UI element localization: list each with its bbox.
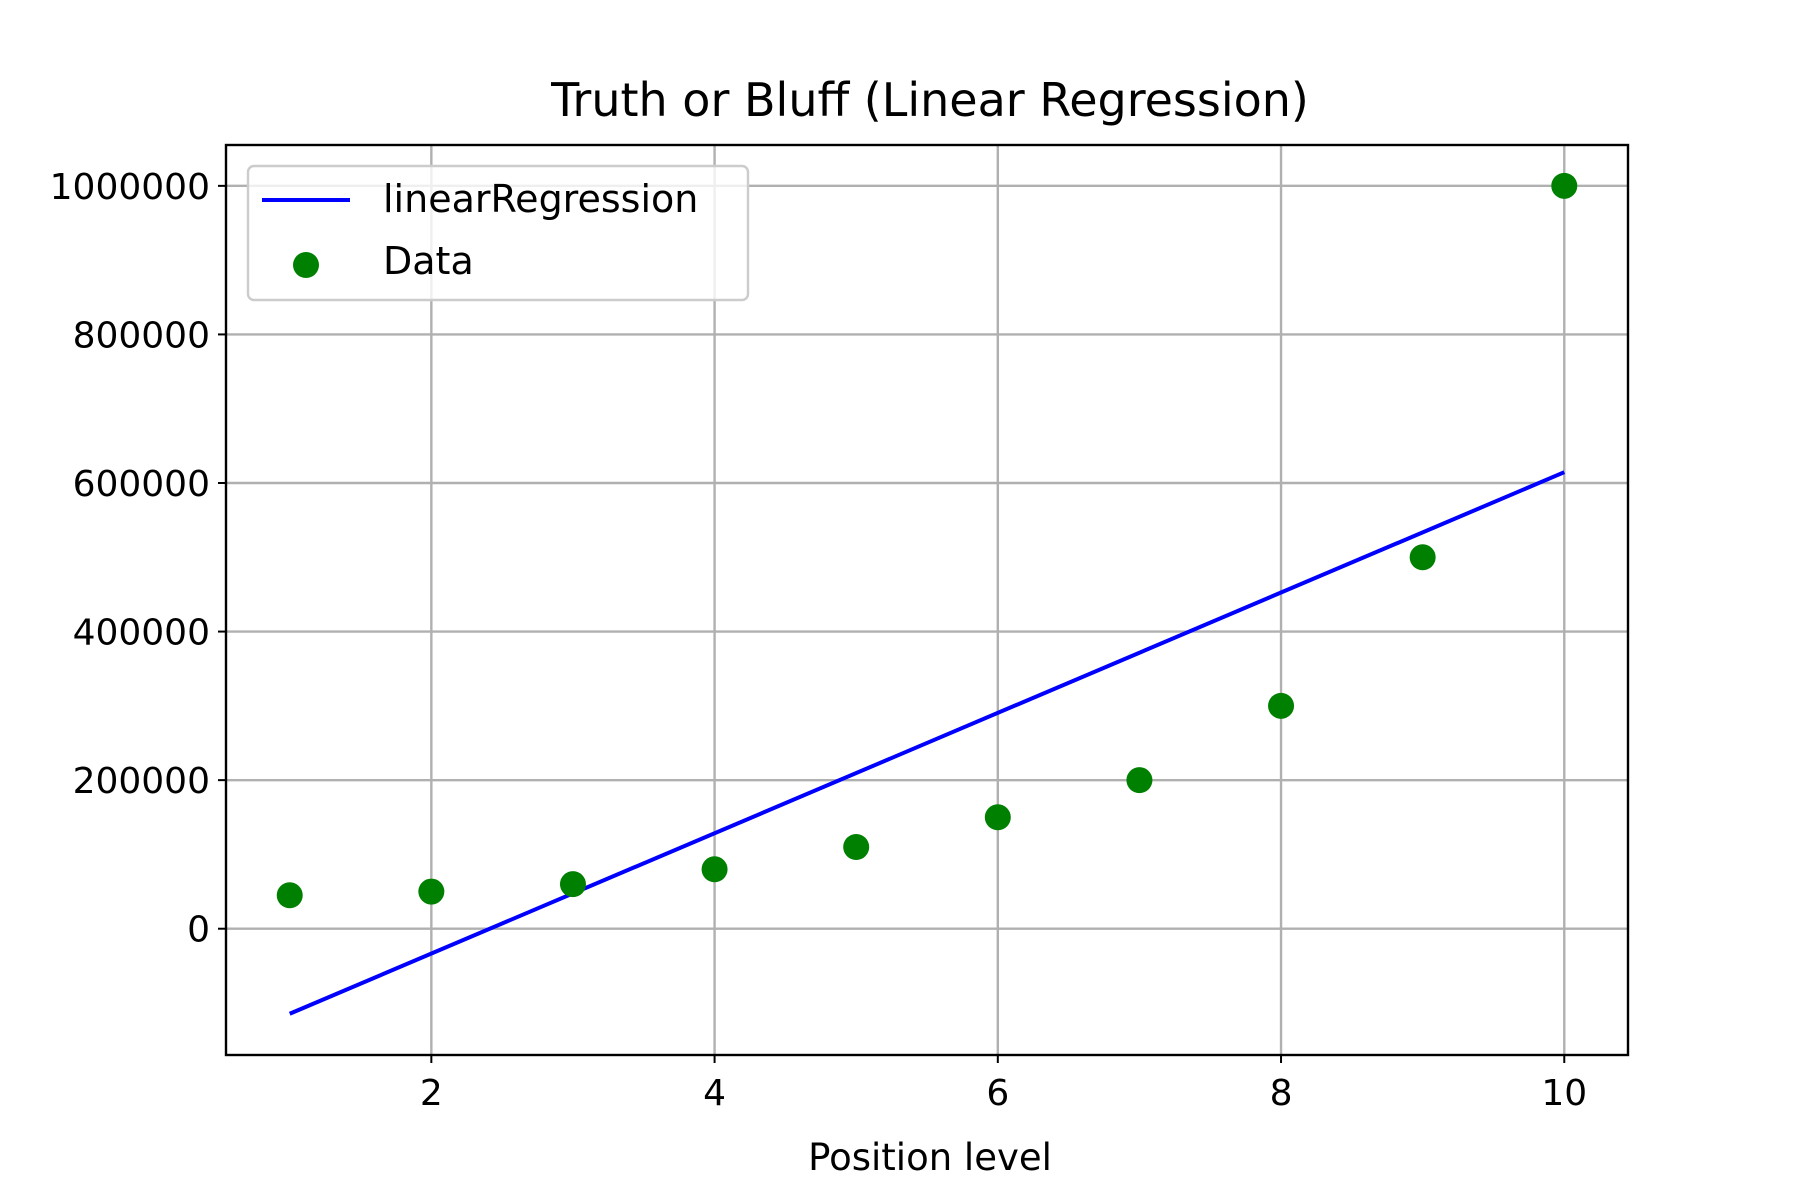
x-tick-label: 4: [703, 1073, 726, 1114]
data-point: [418, 878, 445, 905]
data-point: [1551, 172, 1578, 199]
legend: linearRegression Data: [246, 164, 750, 302]
data-point: [984, 804, 1011, 831]
x-tick-label: 6: [986, 1073, 1009, 1114]
x-tick-label: 8: [1270, 1073, 1293, 1114]
data-point: [1268, 692, 1295, 719]
plot-frame: [224, 143, 1630, 1057]
x-axis-label: Position level: [808, 1136, 1052, 1179]
axis-ticks: 2 4 6 8 10 0 200000 400000 600000 800000 1000000: [50, 167, 1588, 1114]
series-layer: [276, 172, 1578, 1016]
data-point: [1126, 767, 1153, 794]
data-point: [843, 834, 870, 860]
y-tick-label: 1000000: [50, 167, 210, 208]
y-tick-label: 0: [187, 910, 210, 951]
legend-marker-swatch: [293, 252, 319, 278]
regression-line: [288, 470, 1566, 1016]
chart-title: Truth or Bluff (Linear Regression): [550, 73, 1309, 127]
y-tick-label: 400000: [73, 613, 210, 654]
x-tick-label: 2: [420, 1073, 443, 1114]
y-tick-label: 200000: [73, 761, 210, 802]
y-tick-label: 600000: [73, 464, 210, 505]
data-point: [559, 871, 586, 898]
data-point: [1409, 544, 1436, 571]
legend-box: [246, 164, 750, 302]
data-point: [276, 882, 303, 909]
x-tick-label: 10: [1541, 1073, 1587, 1114]
y-tick-label: 800000: [73, 315, 210, 356]
data-point: [701, 856, 728, 883]
legend-label-line: linearRegression: [383, 177, 698, 221]
legend-label-scatter: Data: [383, 239, 474, 283]
